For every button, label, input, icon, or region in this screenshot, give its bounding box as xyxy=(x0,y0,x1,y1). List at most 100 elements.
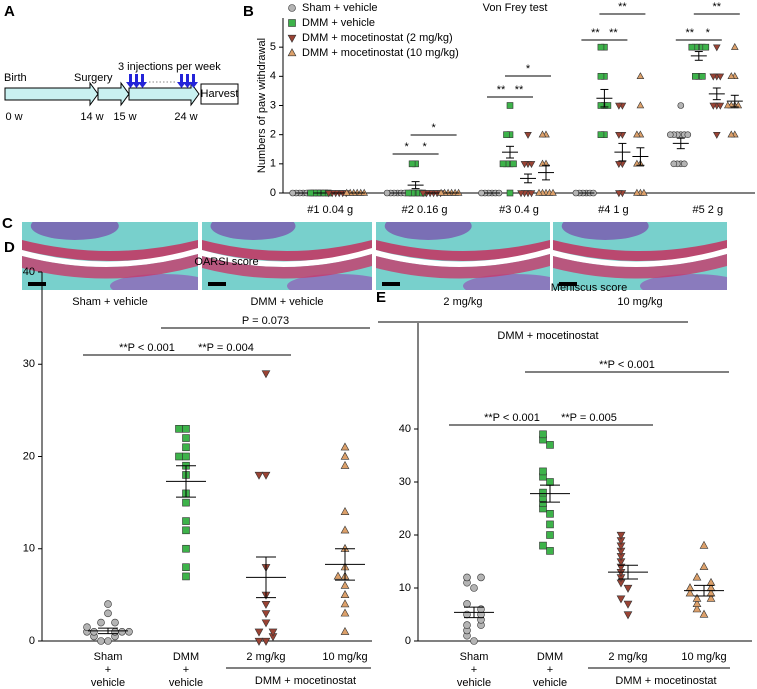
legend-marker xyxy=(287,34,297,43)
timeline-arrow xyxy=(97,81,130,107)
point xyxy=(623,611,633,620)
point xyxy=(90,627,98,636)
x-tick-label: #3 0.4 g xyxy=(499,204,539,216)
point xyxy=(118,627,126,636)
y-tick-label: 40 xyxy=(23,266,35,278)
y-tick-label: 0 xyxy=(29,635,35,647)
y-tick-label: 1 xyxy=(270,158,276,170)
stage: Birth xyxy=(4,72,27,84)
point xyxy=(463,621,471,629)
point xyxy=(615,190,623,198)
point xyxy=(340,599,350,608)
histology-label: DMM + vehicle xyxy=(250,296,323,308)
bone xyxy=(30,222,119,240)
point xyxy=(182,517,190,525)
point xyxy=(182,443,190,452)
point xyxy=(539,488,547,497)
joint-space xyxy=(22,248,198,268)
point xyxy=(261,471,271,480)
y-tick-label: 10 xyxy=(23,543,35,555)
point xyxy=(633,159,641,167)
point xyxy=(506,102,514,109)
point xyxy=(182,526,190,535)
point xyxy=(666,131,674,138)
point xyxy=(685,588,695,597)
point xyxy=(182,434,190,442)
point xyxy=(527,161,536,169)
point xyxy=(699,540,709,549)
x-tick-label: DMM xyxy=(537,651,563,663)
point xyxy=(83,623,91,631)
point xyxy=(699,609,709,618)
annotation: ** xyxy=(591,27,600,39)
point xyxy=(383,189,391,197)
x-tick-label: 2 mg/kg xyxy=(246,651,285,663)
panel-label: A xyxy=(4,3,15,20)
histology-image xyxy=(202,222,372,290)
y-tick-label: 4 xyxy=(270,70,276,82)
point xyxy=(535,188,543,196)
annotation: **P < 0.001 xyxy=(599,359,655,371)
point xyxy=(616,531,626,540)
point xyxy=(408,160,416,168)
harvest: Harvest xyxy=(201,88,239,100)
point xyxy=(727,72,736,80)
point xyxy=(419,190,427,198)
point xyxy=(437,188,445,196)
point xyxy=(261,370,271,379)
point xyxy=(261,610,271,619)
point xyxy=(254,471,264,480)
point xyxy=(709,73,718,81)
annotation: **P < 0.001 xyxy=(119,342,175,354)
point xyxy=(97,637,105,645)
joint-space xyxy=(376,248,550,268)
point xyxy=(340,507,350,515)
annotation: P = 0.073 xyxy=(242,315,289,327)
annotation: ** xyxy=(618,1,627,13)
point xyxy=(340,590,350,598)
point xyxy=(546,478,554,486)
y-tick-label: 20 xyxy=(23,450,35,462)
histology xyxy=(22,222,727,290)
point xyxy=(104,600,112,608)
week: 14 w xyxy=(80,111,103,123)
point xyxy=(478,189,485,197)
point xyxy=(506,189,514,197)
point xyxy=(546,520,554,529)
scale-bar xyxy=(559,282,577,286)
point xyxy=(538,159,547,167)
injection-arrows xyxy=(126,74,198,88)
annotation: ** xyxy=(515,84,524,96)
point xyxy=(709,102,718,110)
point xyxy=(539,541,547,550)
point xyxy=(182,563,190,572)
point xyxy=(539,467,547,476)
point xyxy=(340,626,350,635)
joint-space xyxy=(553,248,727,268)
point xyxy=(730,42,739,50)
point xyxy=(702,43,710,51)
point xyxy=(699,561,709,570)
point xyxy=(597,131,605,138)
point xyxy=(680,160,688,168)
point xyxy=(640,188,648,196)
point xyxy=(261,619,271,628)
point xyxy=(524,131,532,139)
point xyxy=(470,584,478,592)
point xyxy=(670,160,678,168)
y-tick-label: 30 xyxy=(399,476,411,488)
harvest-box xyxy=(200,83,239,105)
bone xyxy=(463,274,550,290)
x-tick-label: Sham xyxy=(94,651,123,663)
x-tick-label: #5 2 g xyxy=(693,204,724,216)
point xyxy=(633,130,641,138)
point xyxy=(692,593,702,602)
point xyxy=(688,43,696,51)
y-tick-label: 5 xyxy=(270,41,276,53)
x-tick-label: #4 1 g xyxy=(598,204,629,216)
y-tick-label: 10 xyxy=(399,582,411,594)
point xyxy=(692,572,702,581)
point xyxy=(342,188,351,196)
point xyxy=(405,189,412,197)
point xyxy=(734,101,743,109)
